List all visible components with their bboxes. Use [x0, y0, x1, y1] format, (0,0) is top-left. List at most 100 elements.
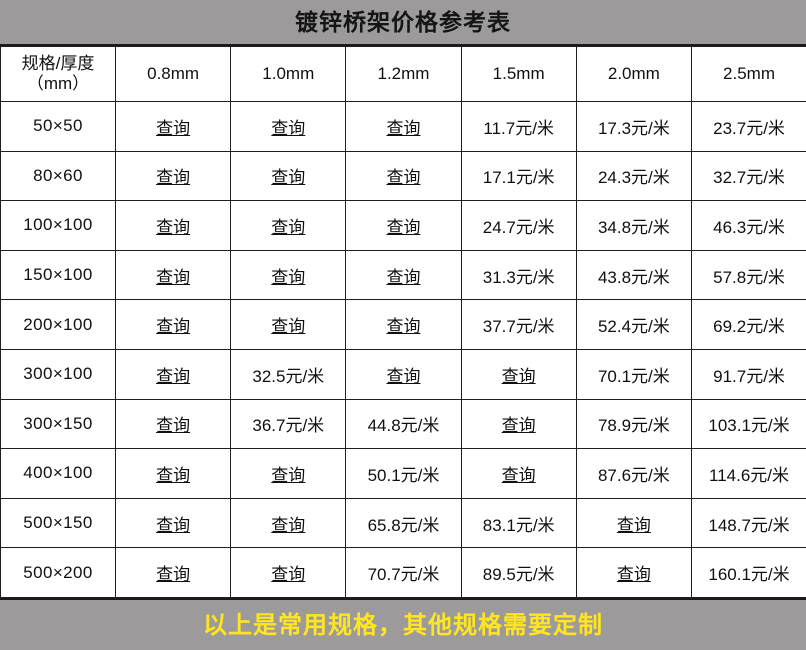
- query-label[interactable]: 查询: [156, 465, 191, 485]
- query-label[interactable]: 查询: [616, 565, 651, 585]
- query-link-cell[interactable]: 查询: [230, 547, 347, 598]
- query-label[interactable]: 查询: [271, 565, 306, 585]
- price-cell: 32.5元/米: [230, 348, 347, 400]
- query-link-cell[interactable]: 查询: [230, 249, 347, 301]
- query-label[interactable]: 查询: [386, 217, 421, 237]
- query-label[interactable]: 查询: [156, 168, 191, 188]
- query-label[interactable]: 查询: [386, 267, 421, 287]
- query-label[interactable]: 查询: [271, 317, 306, 337]
- price-cell: 148.7元/米: [690, 497, 806, 549]
- query-link-cell[interactable]: 查询: [575, 497, 692, 549]
- query-label[interactable]: 查询: [156, 366, 191, 386]
- query-label[interactable]: 查询: [501, 416, 536, 436]
- table-row: 50×50 查询 查询 查询 11.7元/米 17.3元/米 23.7元/米: [0, 101, 806, 152]
- query-label[interactable]: 查询: [386, 366, 421, 386]
- query-label[interactable]: 查询: [616, 515, 651, 535]
- query-link-cell[interactable]: 查询: [460, 398, 577, 450]
- query-link-cell[interactable]: 查询: [114, 150, 232, 202]
- thickness-header-3: 1.2mm: [345, 46, 462, 102]
- query-label[interactable]: 查询: [156, 267, 191, 287]
- price-cell: 103.1元/米: [690, 398, 806, 450]
- query-label[interactable]: 查询: [386, 168, 421, 188]
- query-link-cell[interactable]: 查询: [230, 200, 347, 251]
- query-link-cell[interactable]: 查询: [345, 249, 462, 301]
- query-label[interactable]: 查询: [156, 317, 191, 337]
- query-label[interactable]: 查询: [271, 168, 306, 188]
- query-link-cell[interactable]: 查询: [114, 348, 232, 400]
- price-cell: 114.6元/米: [690, 448, 806, 499]
- table-body: 50×50 查询 查询 查询 11.7元/米 17.3元/米 23.7元/米 80×60 查询查…: [0, 101, 806, 598]
- spec-cell: 500×150: [0, 497, 116, 549]
- query-link-cell[interactable]: 查询: [114, 249, 232, 301]
- price-cell: 23.7元/米: [690, 101, 806, 152]
- query-link-cell[interactable]: 查询: [114, 497, 232, 549]
- price-cell: 24.3元/米: [575, 150, 692, 202]
- spec-cell: 150×100: [0, 249, 116, 301]
- query-label[interactable]: 查询: [386, 118, 421, 138]
- table-row: 300×100 查询 32.5元/米 查询 查询 70.1元/米 91.7元/米: [0, 348, 806, 400]
- price-cell: 87.6元/米: [575, 448, 692, 499]
- query-label[interactable]: 查询: [156, 565, 191, 585]
- thickness-header-5: 2.0mm: [575, 46, 692, 102]
- query-link-cell[interactable]: 查询: [230, 299, 347, 350]
- query-label[interactable]: 查询: [501, 465, 536, 485]
- corner-header-line-2: （mm）: [26, 74, 90, 93]
- query-label[interactable]: 查询: [271, 267, 306, 287]
- query-label[interactable]: 查询: [386, 317, 421, 337]
- corner-header-cell: 规格/厚度 （mm）: [0, 46, 116, 102]
- query-link-cell[interactable]: 查询: [114, 448, 232, 499]
- query-link-cell[interactable]: 查询: [460, 448, 577, 499]
- price-cell: 70.1元/米: [575, 348, 692, 400]
- price-cell: 31.3元/米: [460, 249, 577, 301]
- price-cell: 34.8元/米: [575, 200, 692, 251]
- table-row: 100×100 查询 查询 查询 24.7元/米 34.8元/米 46.3元/米: [0, 200, 806, 251]
- query-link-cell[interactable]: 查询: [230, 150, 347, 202]
- thickness-header-4: 1.5mm: [460, 46, 577, 102]
- query-link-cell[interactable]: 查询: [114, 547, 232, 598]
- query-link-cell[interactable]: 查询: [345, 348, 462, 400]
- corner-header-line-1: 规格/厚度: [21, 53, 95, 73]
- query-label[interactable]: 查询: [271, 465, 306, 485]
- table-row: 80×60 查询 查询 查询 17.1元/米 24.3元/米 32.7元/米: [0, 150, 806, 202]
- query-link-cell[interactable]: 查询: [345, 150, 462, 202]
- query-link-cell[interactable]: 查询: [460, 348, 577, 400]
- price-cell: 44.8元/米: [345, 398, 462, 450]
- header-row: 规格/厚度 （mm） 0.8mm 1.0mm 1.2mm 1.5mm 2.0mm 2.5m…: [0, 46, 806, 102]
- query-link-cell[interactable]: 查询: [230, 497, 347, 549]
- query-link-cell[interactable]: 查询: [114, 200, 232, 251]
- query-link-cell[interactable]: 查询: [230, 448, 347, 499]
- spec-cell: 500×200: [0, 547, 116, 598]
- query-link-cell[interactable]: 查询: [345, 200, 462, 251]
- price-cell: 24.7元/米: [460, 200, 577, 251]
- query-link-cell[interactable]: 查询: [114, 299, 232, 350]
- thickness-header-6: 2.5mm: [690, 46, 806, 102]
- query-link-cell[interactable]: 查询: [345, 101, 462, 152]
- price-table: 规格/厚度 （mm） 0.8mm 1.0mm 1.2mm 1.5mm 2.0mm 2.5m…: [0, 46, 806, 598]
- price-cell: 17.3元/米: [575, 101, 692, 152]
- query-label[interactable]: 查询: [156, 416, 191, 436]
- query-label[interactable]: 查询: [156, 118, 191, 138]
- price-cell: 65.8元/米: [345, 497, 462, 549]
- spec-cell: 50×50: [0, 101, 116, 152]
- price-cell: 57.8元/米: [690, 249, 806, 301]
- query-link-cell[interactable]: 查询: [114, 398, 232, 450]
- query-label[interactable]: 查询: [271, 217, 306, 237]
- table-row: 500×150 查询 查询 65.8元/米 83.1元/米 查询 148.7元/米: [0, 497, 806, 549]
- price-cell: 32.7元/米: [690, 150, 806, 202]
- spec-cell: 100×100: [0, 200, 116, 251]
- query-label[interactable]: 查询: [156, 515, 191, 535]
- spec-cell: 300×150: [0, 398, 116, 450]
- query-link-cell[interactable]: 查询: [345, 299, 462, 350]
- price-cell: 37.7元/米: [460, 299, 577, 350]
- price-cell: 78.9元/米: [575, 398, 692, 450]
- query-link-cell[interactable]: 查询: [575, 547, 692, 598]
- query-label[interactable]: 查询: [501, 366, 536, 386]
- query-label[interactable]: 查询: [271, 118, 306, 138]
- price-cell: 43.8元/米: [575, 249, 692, 301]
- query-label[interactable]: 查询: [271, 515, 306, 535]
- query-link-cell[interactable]: 查询: [230, 101, 347, 152]
- query-link-cell[interactable]: 查询: [114, 101, 232, 152]
- price-cell: 11.7元/米: [460, 101, 577, 152]
- query-label[interactable]: 查询: [156, 217, 191, 237]
